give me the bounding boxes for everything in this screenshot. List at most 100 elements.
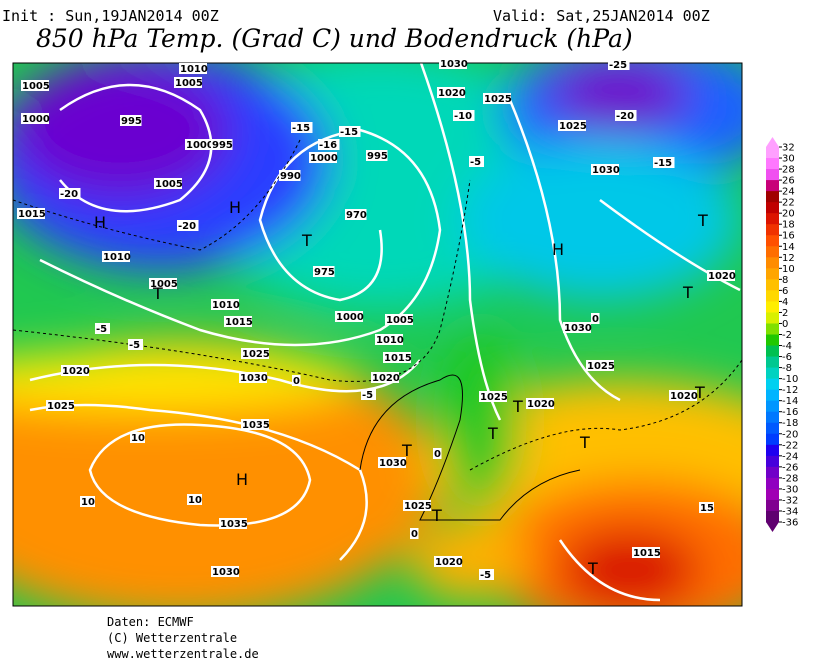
isoline-label: 1030: [240, 373, 268, 384]
map-label-box: [653, 157, 675, 168]
map-label-box: [17, 208, 45, 219]
colorbar-swatch: [766, 345, 779, 358]
colorbar-label: -26: [782, 462, 798, 473]
map-label-box: [59, 188, 81, 199]
colorbar-label: -18: [782, 418, 798, 429]
colorbar-label: -2: [782, 330, 792, 341]
colorbar-label: -8: [782, 363, 792, 374]
colorbar-label: -28: [782, 473, 798, 484]
isoline-label: 15: [700, 503, 714, 514]
isoline-label: 990: [280, 171, 301, 182]
pressure-center: T: [152, 284, 163, 303]
isoline-label: 1030: [564, 323, 592, 334]
map-label-box: [608, 59, 630, 70]
isoline-label: 1000: [336, 312, 364, 323]
valid-time: Valid: Sat,25JAN2014 00Z: [493, 7, 710, 25]
isoline-label: 1005: [386, 315, 414, 326]
colorbar-label: -34: [782, 506, 798, 517]
colorbar-swatch: [766, 268, 779, 280]
isoline-label: 0: [592, 314, 599, 325]
colorbar-label: 6: [782, 286, 788, 297]
map-label-box: [46, 400, 74, 411]
map-label-box: [239, 372, 267, 383]
pressure-center: T: [579, 433, 590, 452]
colorbar-swatch: [766, 191, 779, 203]
colorbar-swatch: [766, 367, 779, 380]
isoline-label: 1030: [440, 59, 468, 70]
colorbar-label: -14: [782, 396, 798, 407]
map-label-box: [128, 339, 143, 350]
colorbar-label: 20: [782, 209, 795, 220]
map-label-box: [591, 313, 600, 324]
colorbar-swatch: [766, 466, 779, 479]
colorbar-label: -32: [782, 495, 798, 506]
colorbar-label: 0: [782, 319, 788, 330]
isoline-label: 1030: [592, 165, 620, 176]
map-label-box: [483, 93, 511, 104]
pressure-center: T: [512, 397, 523, 416]
isoline-label: 10: [131, 433, 145, 444]
colorbar-label: 32: [782, 143, 795, 154]
colorbar-swatch: [766, 290, 779, 302]
pressure-center: T: [431, 506, 442, 525]
colorbar-label: -16: [782, 407, 798, 418]
isoline-label: 1025: [484, 94, 512, 105]
map-label-box: [632, 547, 660, 558]
map-label-box: [339, 126, 361, 137]
isoline-label: -20: [178, 221, 196, 232]
footer-url: www.wetterzentrale.de: [107, 647, 259, 661]
colorbar-swatch: [766, 400, 779, 413]
map-label-box: [174, 77, 202, 88]
isoline-label: 1020: [527, 399, 555, 410]
map-label-box: [699, 502, 714, 513]
isoline-label: -5: [129, 340, 140, 351]
isoline-label: 1015: [18, 209, 46, 220]
map-label-box: [385, 314, 413, 325]
map-label-box: [563, 322, 591, 333]
map-title: 850 hPa Temp. (Grad C) und Bodendruck (h…: [36, 24, 633, 53]
colorbar-swatch: [766, 334, 779, 347]
isoline-label: -5: [470, 157, 481, 168]
map-label-box: [469, 156, 484, 167]
isoline-label: 1015: [384, 353, 412, 364]
map-label-box: [591, 164, 619, 175]
isoline-label: 1020: [438, 88, 466, 99]
isoline-label: 1035: [220, 519, 248, 530]
pressure-center: H: [552, 240, 564, 259]
isoline-label: 1005: [150, 279, 178, 290]
map-label-box: [177, 220, 199, 231]
isoline-label: -20: [616, 111, 634, 122]
colorbar-swatch: [766, 312, 779, 324]
isoline-label: 1025: [404, 501, 432, 512]
isoline-label: -16: [319, 140, 337, 151]
pressure-center: H: [94, 213, 106, 232]
map-label-box: [669, 390, 697, 401]
pressure-center: T: [587, 559, 598, 578]
isoline-label: -15: [654, 158, 672, 169]
colorbar-swatch: [766, 224, 779, 236]
map-label-box: [154, 178, 182, 189]
map-label-box: [241, 348, 269, 359]
colorbar-swatch: [766, 147, 779, 159]
colorbar-swatch: [766, 433, 779, 446]
map-label-box: [102, 251, 130, 262]
isoline-label: 1030: [212, 567, 240, 578]
colorbar-cap: [766, 137, 779, 147]
init-time: Init : Sun,19JAN2014 00Z: [2, 7, 219, 25]
isoline-label: -5: [480, 570, 491, 581]
colorbar-swatch: [766, 510, 779, 523]
colorbar-label: 4: [782, 297, 788, 308]
map-frame: [12, 62, 743, 607]
map-label-box: [61, 365, 89, 376]
colorbar-label: 18: [782, 220, 795, 231]
isoline-label: 995: [212, 140, 233, 151]
map-label-box: [211, 139, 233, 150]
isoline-label: 1010: [103, 252, 131, 263]
isoline-label: 1020: [62, 366, 90, 377]
isoline-label: 1030: [379, 458, 407, 469]
map-label-box: [279, 170, 301, 181]
map-label-box: [185, 139, 213, 150]
colorbar-swatch: [766, 257, 779, 269]
map: [13, 63, 742, 606]
map-label-box: [437, 87, 465, 98]
